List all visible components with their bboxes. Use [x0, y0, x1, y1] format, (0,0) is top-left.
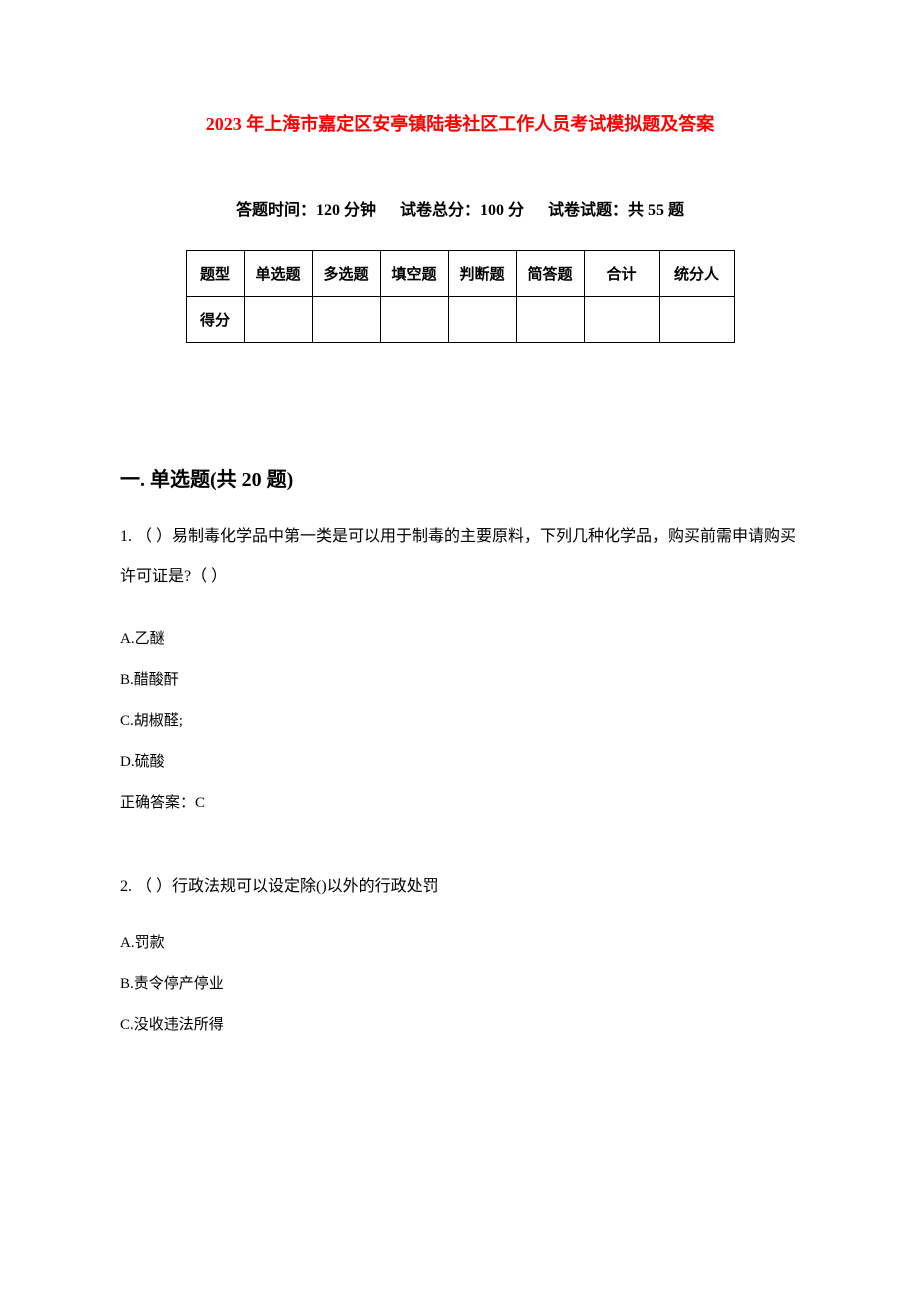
table-header-scorer: 统分人 [659, 251, 734, 297]
question-1-number: 1. [120, 528, 132, 545]
question-2-option-a: A.罚款 [120, 931, 800, 952]
option-text: 没收违法所得 [134, 1017, 224, 1033]
option-text: 硫酸 [135, 754, 165, 770]
table-cell-multi [312, 297, 380, 343]
option-label: B. [120, 976, 134, 992]
meta-time: 答题时间：120 分钟 [236, 202, 376, 219]
question-2-option-c: C.没收违法所得 [120, 1013, 800, 1034]
option-label: C. [120, 1017, 134, 1033]
option-label: A. [120, 631, 135, 647]
table-header-total: 合计 [584, 251, 659, 297]
question-1-option-c: C.胡椒醛; [120, 709, 800, 730]
meta-info: 答题时间：120 分钟 试卷总分：100 分 试卷试题：共 55 题 [120, 196, 800, 220]
table-cell-total [584, 297, 659, 343]
table-cell-judge [448, 297, 516, 343]
table-cell-scorer [659, 297, 734, 343]
question-1-option-d: D.硫酸 [120, 750, 800, 771]
option-label: D. [120, 754, 135, 770]
question-1-stem: 1. （ ）易制毒化学品中第一类是可以用于制毒的主要原料，下列几种化学品，购买前… [120, 517, 800, 597]
question-2-stem: 2. （ ）行政法规可以设定除()以外的行政处罚 [120, 872, 800, 896]
option-text: 胡椒醛; [134, 713, 183, 729]
option-label: A. [120, 935, 135, 951]
question-2-option-b: B.责令停产停业 [120, 972, 800, 993]
score-table-header-row: 题型 单选题 多选题 填空题 判断题 简答题 合计 统分人 [186, 251, 734, 297]
question-2-text: （ ）行政法规可以设定除()以外的行政处罚 [136, 878, 439, 895]
option-text: 责令停产停业 [134, 976, 224, 992]
table-row-label: 得分 [186, 297, 244, 343]
question-1-answer: 正确答案：C [120, 791, 800, 812]
option-text: 醋酸酐 [134, 672, 179, 688]
table-cell-single [244, 297, 312, 343]
question-1-text: （ ）易制毒化学品中第一类是可以用于制毒的主要原料，下列几种化学品，购买前需申请… [120, 528, 796, 585]
option-label: C. [120, 713, 134, 729]
table-header-multi: 多选题 [312, 251, 380, 297]
option-label: B. [120, 672, 134, 688]
option-text: 乙醚 [135, 631, 165, 647]
table-cell-fill [380, 297, 448, 343]
score-table: 题型 单选题 多选题 填空题 判断题 简答题 合计 统分人 得分 [186, 250, 735, 343]
score-table-value-row: 得分 [186, 297, 734, 343]
document-title: 2023 年上海市嘉定区安亭镇陆巷社区工作人员考试模拟题及答案 [120, 110, 800, 136]
table-header-type: 题型 [186, 251, 244, 297]
meta-question-count: 试卷试题：共 55 题 [548, 202, 684, 219]
question-1-option-a: A.乙醚 [120, 627, 800, 648]
section-heading: 一. 单选题(共 20 题) [120, 463, 800, 492]
table-cell-short [516, 297, 584, 343]
table-header-short: 简答题 [516, 251, 584, 297]
question-2-number: 2. [120, 878, 132, 895]
option-text: 罚款 [135, 935, 165, 951]
question-1-option-b: B.醋酸酐 [120, 668, 800, 689]
table-header-single: 单选题 [244, 251, 312, 297]
table-header-fill: 填空题 [380, 251, 448, 297]
meta-total-score: 试卷总分：100 分 [400, 202, 524, 219]
table-header-judge: 判断题 [448, 251, 516, 297]
